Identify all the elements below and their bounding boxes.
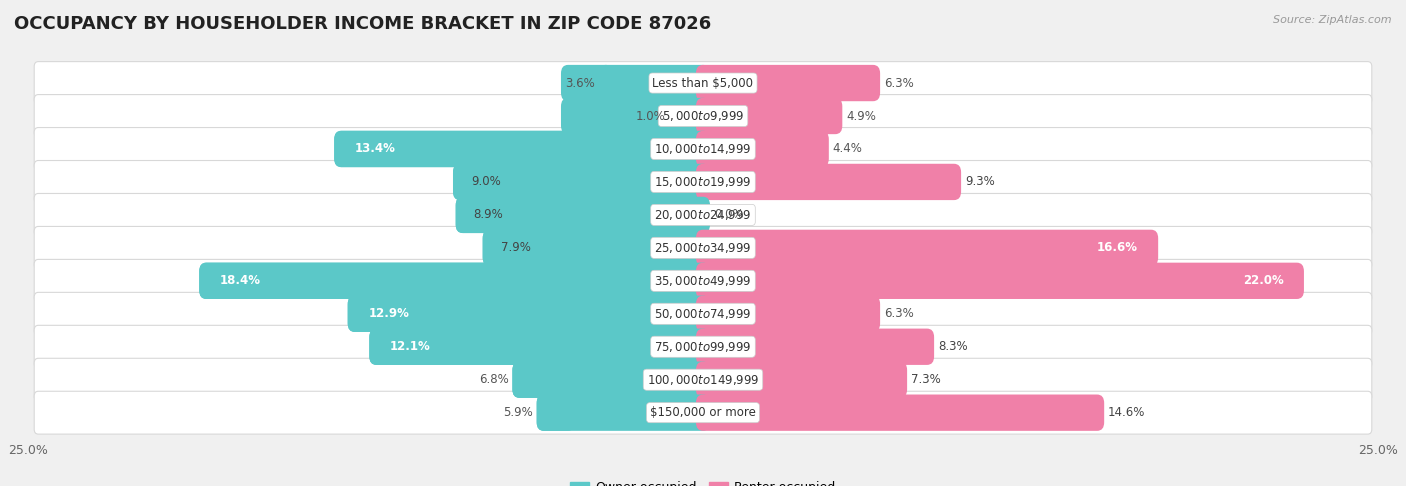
FancyBboxPatch shape bbox=[34, 391, 1372, 434]
FancyBboxPatch shape bbox=[696, 295, 880, 332]
Text: Less than $5,000: Less than $5,000 bbox=[652, 76, 754, 89]
Text: $35,000 to $49,999: $35,000 to $49,999 bbox=[654, 274, 752, 288]
Text: $15,000 to $19,999: $15,000 to $19,999 bbox=[654, 175, 752, 189]
Text: 9.0%: 9.0% bbox=[471, 175, 501, 189]
FancyBboxPatch shape bbox=[456, 197, 710, 233]
Text: 12.9%: 12.9% bbox=[368, 307, 409, 320]
FancyBboxPatch shape bbox=[347, 295, 710, 332]
FancyBboxPatch shape bbox=[34, 95, 1372, 138]
FancyBboxPatch shape bbox=[696, 395, 1104, 431]
FancyBboxPatch shape bbox=[512, 362, 710, 398]
Text: 0.0%: 0.0% bbox=[714, 208, 744, 222]
Text: 4.4%: 4.4% bbox=[832, 142, 862, 156]
FancyBboxPatch shape bbox=[696, 98, 842, 134]
Text: 5.9%: 5.9% bbox=[503, 406, 533, 419]
FancyBboxPatch shape bbox=[200, 262, 575, 299]
FancyBboxPatch shape bbox=[561, 98, 683, 134]
Legend: Owner-occupied, Renter-occupied: Owner-occupied, Renter-occupied bbox=[565, 476, 841, 486]
FancyBboxPatch shape bbox=[696, 65, 880, 101]
Text: 22.0%: 22.0% bbox=[1243, 274, 1284, 287]
Text: $20,000 to $24,999: $20,000 to $24,999 bbox=[654, 208, 752, 222]
FancyBboxPatch shape bbox=[34, 260, 1372, 302]
Text: $10,000 to $14,999: $10,000 to $14,999 bbox=[654, 142, 752, 156]
Text: 3.6%: 3.6% bbox=[565, 76, 595, 89]
FancyBboxPatch shape bbox=[34, 293, 1372, 335]
FancyBboxPatch shape bbox=[696, 131, 828, 167]
FancyBboxPatch shape bbox=[34, 325, 1372, 368]
Text: OCCUPANCY BY HOUSEHOLDER INCOME BRACKET IN ZIP CODE 87026: OCCUPANCY BY HOUSEHOLDER INCOME BRACKET … bbox=[14, 15, 711, 33]
Text: 14.6%: 14.6% bbox=[1108, 406, 1146, 419]
FancyBboxPatch shape bbox=[537, 395, 575, 431]
FancyBboxPatch shape bbox=[512, 362, 575, 398]
FancyBboxPatch shape bbox=[370, 329, 575, 365]
FancyBboxPatch shape bbox=[696, 230, 1159, 266]
FancyBboxPatch shape bbox=[482, 230, 710, 266]
FancyBboxPatch shape bbox=[453, 164, 710, 200]
FancyBboxPatch shape bbox=[370, 329, 710, 365]
FancyBboxPatch shape bbox=[599, 65, 710, 101]
Text: 12.1%: 12.1% bbox=[389, 340, 430, 353]
Text: 13.4%: 13.4% bbox=[354, 142, 395, 156]
Text: 6.3%: 6.3% bbox=[884, 76, 914, 89]
Text: $5,000 to $9,999: $5,000 to $9,999 bbox=[662, 109, 744, 123]
Text: $100,000 to $149,999: $100,000 to $149,999 bbox=[647, 373, 759, 387]
FancyBboxPatch shape bbox=[347, 295, 575, 332]
FancyBboxPatch shape bbox=[335, 131, 575, 167]
Text: 6.8%: 6.8% bbox=[479, 373, 509, 386]
Text: 7.3%: 7.3% bbox=[911, 373, 941, 386]
FancyBboxPatch shape bbox=[335, 131, 710, 167]
Text: 4.9%: 4.9% bbox=[846, 109, 876, 122]
Text: 1.0%: 1.0% bbox=[636, 109, 665, 122]
FancyBboxPatch shape bbox=[34, 127, 1372, 171]
FancyBboxPatch shape bbox=[34, 193, 1372, 236]
Text: 8.3%: 8.3% bbox=[938, 340, 967, 353]
FancyBboxPatch shape bbox=[34, 226, 1372, 269]
Text: 7.9%: 7.9% bbox=[501, 242, 530, 254]
Text: Source: ZipAtlas.com: Source: ZipAtlas.com bbox=[1274, 15, 1392, 25]
Text: 18.4%: 18.4% bbox=[219, 274, 260, 287]
FancyBboxPatch shape bbox=[696, 362, 907, 398]
FancyBboxPatch shape bbox=[453, 164, 575, 200]
Text: $50,000 to $74,999: $50,000 to $74,999 bbox=[654, 307, 752, 321]
Text: $150,000 or more: $150,000 or more bbox=[650, 406, 756, 419]
FancyBboxPatch shape bbox=[696, 262, 1303, 299]
Text: 8.9%: 8.9% bbox=[474, 208, 503, 222]
FancyBboxPatch shape bbox=[561, 65, 613, 101]
FancyBboxPatch shape bbox=[34, 62, 1372, 104]
FancyBboxPatch shape bbox=[537, 395, 710, 431]
FancyBboxPatch shape bbox=[200, 262, 710, 299]
Text: $25,000 to $34,999: $25,000 to $34,999 bbox=[654, 241, 752, 255]
Text: $75,000 to $99,999: $75,000 to $99,999 bbox=[654, 340, 752, 354]
FancyBboxPatch shape bbox=[696, 329, 934, 365]
FancyBboxPatch shape bbox=[482, 230, 575, 266]
Text: 6.3%: 6.3% bbox=[884, 307, 914, 320]
FancyBboxPatch shape bbox=[456, 197, 575, 233]
FancyBboxPatch shape bbox=[696, 164, 962, 200]
FancyBboxPatch shape bbox=[34, 160, 1372, 203]
FancyBboxPatch shape bbox=[669, 98, 710, 134]
FancyBboxPatch shape bbox=[34, 358, 1372, 401]
Text: 9.3%: 9.3% bbox=[965, 175, 994, 189]
Text: 16.6%: 16.6% bbox=[1097, 242, 1137, 254]
